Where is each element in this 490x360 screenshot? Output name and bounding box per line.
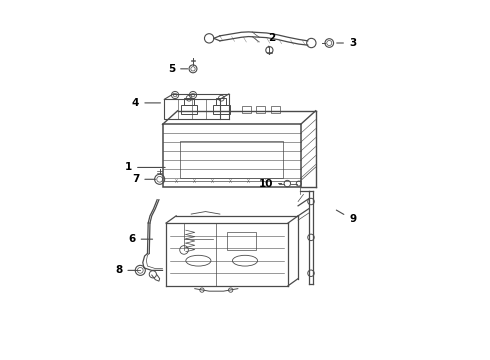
Text: X: X [211,179,214,184]
Text: X: X [175,179,178,184]
Text: 6: 6 [128,234,152,244]
Text: 9: 9 [336,210,356,224]
Bar [214,105,230,114]
Text: X: X [265,179,268,184]
Bar [271,106,280,113]
Text: X: X [194,179,196,184]
Bar [256,106,266,113]
Bar [242,106,251,113]
Text: 8: 8 [115,265,136,275]
Text: 7: 7 [132,174,155,184]
Bar [163,125,300,187]
Text: 5: 5 [168,64,188,74]
Bar [180,140,283,178]
Text: 1: 1 [125,162,165,172]
Text: 10: 10 [259,179,282,189]
Bar [216,98,226,105]
Text: 4: 4 [132,98,160,108]
Text: 2: 2 [268,33,275,47]
Bar [227,232,256,250]
Text: 3: 3 [337,38,356,48]
Text: X: X [247,179,250,184]
Bar [181,105,197,114]
Bar [164,99,220,119]
Bar [184,98,194,105]
Text: X: X [229,179,232,184]
